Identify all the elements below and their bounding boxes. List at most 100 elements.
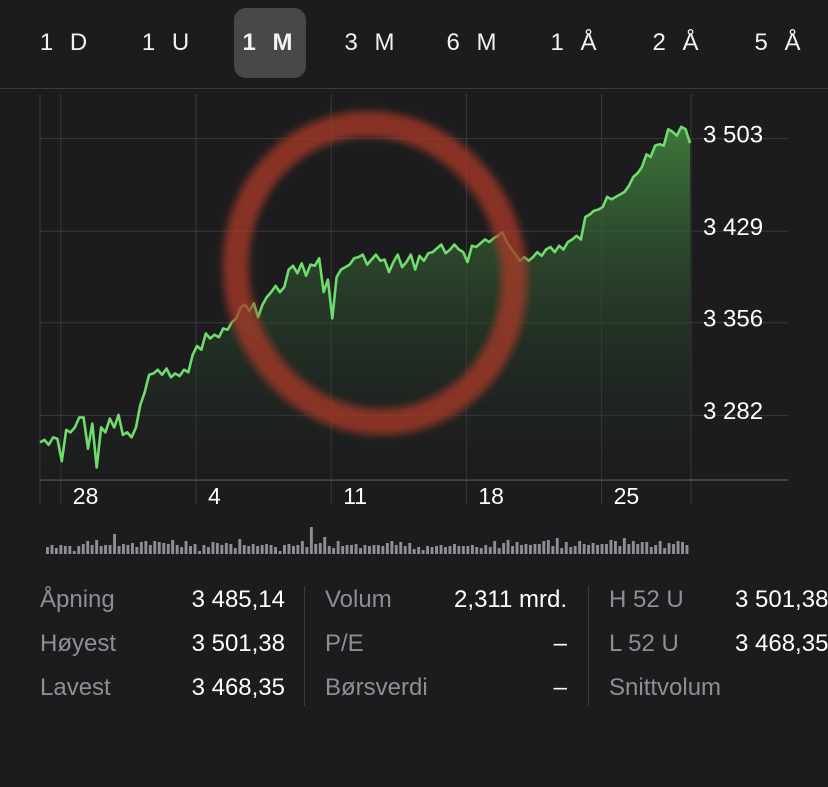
volume-bar: [207, 547, 210, 554]
tab-6m[interactable]: 6 M: [446, 29, 502, 56]
stat-label-open: Åpning: [40, 586, 115, 613]
volume-bar: [408, 543, 412, 554]
volume-bar: [421, 550, 425, 554]
volume-bar: [332, 548, 336, 554]
volume-bar: [622, 538, 626, 554]
tab-1d[interactable]: 1 D: [39, 29, 93, 56]
volume-bars: [46, 527, 689, 554]
x-tick-label: 28: [73, 483, 99, 509]
stats-divider: [304, 586, 305, 706]
tab-1u[interactable]: 1 U: [141, 29, 195, 56]
x-tick-label: 4: [208, 483, 221, 509]
volume-bar: [265, 544, 268, 554]
volume-bar: [50, 545, 54, 554]
stat-label-avg-volume: Snittvolum: [609, 674, 722, 701]
stats-col-2: Volum 2,311 mrd. P/E – Børsverdi –: [325, 580, 567, 710]
volume-bar: [435, 546, 438, 554]
tab-1m[interactable]: 1 M: [234, 8, 306, 78]
volume-bar: [220, 545, 224, 554]
y-tick-label: 3 503: [703, 121, 763, 148]
y-tick-label: 3 429: [703, 214, 763, 241]
volume-bar: [448, 546, 452, 554]
volume-bar: [417, 547, 421, 554]
volume-bar: [77, 546, 81, 554]
volume-bar: [591, 543, 595, 554]
volume-bar: [113, 534, 116, 554]
volume-bar: [300, 541, 304, 554]
volume-bar: [453, 544, 456, 554]
volume-bar: [59, 545, 63, 554]
price-line: [39, 125, 692, 469]
tab-1å[interactable]: 1 Å: [550, 29, 602, 56]
volume-bar: [685, 545, 689, 554]
tab-2å[interactable]: 2 Å: [652, 29, 704, 56]
volume-bar: [72, 551, 76, 554]
volume-bar: [247, 546, 251, 554]
volume-bar: [618, 546, 622, 554]
stats-panel: Åpning 3 485,14 Høyest 3 501,38 Lavest 3…: [0, 580, 828, 720]
volume-bar: [640, 542, 644, 554]
x-tick-label: 18: [478, 483, 504, 509]
volume-bar: [224, 543, 228, 554]
volume-bar: [672, 544, 675, 554]
stat-label-pe: P/E: [325, 630, 364, 657]
volume-bar: [198, 551, 201, 554]
volume-bar: [493, 541, 497, 554]
tab-5å[interactable]: 5 Å: [754, 29, 806, 56]
volume-bar: [274, 547, 277, 554]
stat-value-market-cap: –: [553, 674, 567, 701]
volume-bar: [148, 545, 152, 554]
volume-bar: [215, 543, 219, 554]
volume-bar: [385, 543, 389, 554]
volume-bar: [412, 549, 416, 554]
volume-bar: [309, 527, 313, 554]
volume-bar: [426, 546, 429, 554]
volume-bar: [457, 546, 461, 554]
y-tick-label: 3 282: [703, 398, 763, 425]
volume-bar: [46, 547, 49, 554]
price-area: [40, 126, 690, 481]
stat-value-high: 3 501,38: [191, 630, 285, 657]
red-circle-annotation: [222, 111, 528, 435]
volume-bar: [582, 544, 586, 554]
volume-bar: [175, 545, 179, 554]
volume-bar: [560, 548, 564, 554]
volume-bar: [488, 547, 492, 554]
volume-bar: [444, 547, 447, 554]
volume-bar: [95, 540, 99, 554]
volume-bar: [663, 548, 667, 554]
volume-bar: [537, 544, 541, 554]
volume-bar: [350, 545, 353, 554]
volume-bar: [363, 545, 367, 554]
volume-bar: [475, 547, 479, 554]
volume-bar: [63, 546, 67, 554]
volume-bar: [376, 545, 380, 554]
volume-bar: [497, 548, 501, 554]
tab-3m[interactable]: 3 M: [344, 29, 400, 56]
volume-bar: [278, 551, 282, 554]
stat-label-52w-low: L 52 U: [609, 630, 679, 657]
volume-bar: [184, 541, 188, 554]
volume-bar: [636, 544, 640, 554]
volume-bar: [430, 547, 434, 554]
volume-bar: [139, 542, 143, 554]
volume-bar: [296, 545, 300, 554]
volume-bar: [144, 541, 148, 554]
volume-bar: [533, 544, 537, 554]
volume-bar: [484, 545, 488, 554]
volume-bar: [614, 541, 617, 554]
volume-bar: [381, 546, 385, 554]
volume-bar: [520, 545, 523, 554]
stat-value-52w-high: 3 501,38: [735, 586, 828, 613]
volume-bar: [354, 544, 358, 554]
volume-bar: [323, 537, 327, 554]
volume-bar: [511, 546, 514, 554]
volume-bar: [305, 547, 309, 554]
volume-bar: [461, 546, 465, 554]
y-axis-ticks: 3 503 3 429 3 356 3 282: [703, 121, 763, 425]
volume-bar: [86, 541, 90, 554]
volume-bar: [578, 541, 582, 554]
volume-bar: [256, 546, 260, 554]
volume-bar: [587, 545, 590, 554]
volume-bar: [609, 540, 613, 554]
